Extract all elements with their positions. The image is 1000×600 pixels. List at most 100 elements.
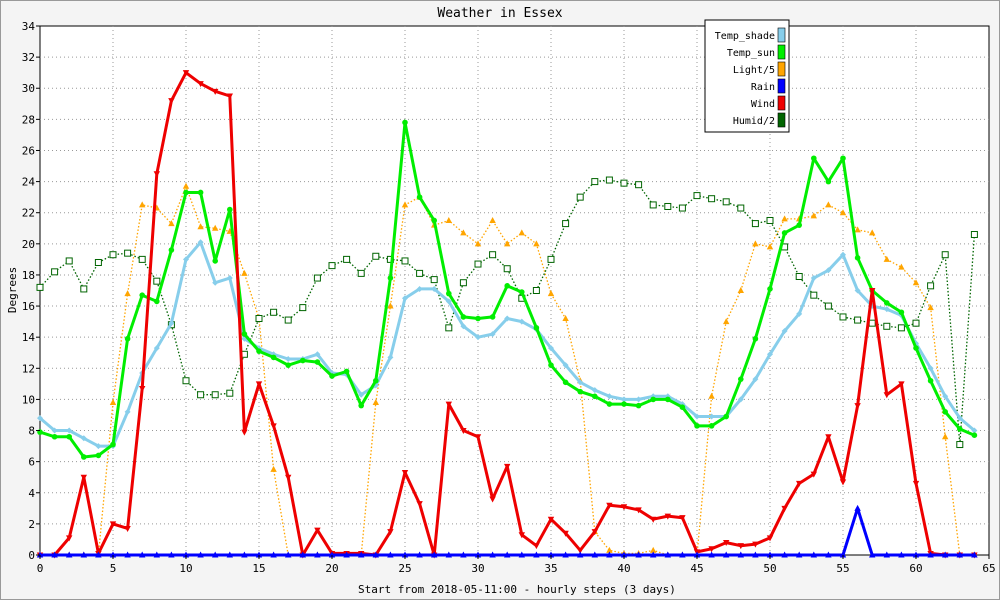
data-point-light-5 — [182, 182, 190, 189]
data-point-temp-shade — [80, 435, 87, 442]
data-point-rain — [927, 551, 934, 558]
legend-swatch-light-5 — [777, 61, 786, 77]
data-point-wind — [737, 543, 744, 550]
data-point-humid-2 — [897, 324, 905, 332]
data-point-rain — [942, 551, 949, 558]
chart-title: Weather in Essex — [437, 6, 562, 21]
data-point-light-5 — [825, 201, 832, 208]
data-point-light-5 — [810, 212, 817, 219]
x-axis-title: Start from 2018-05-11:00 - hourly steps … — [358, 583, 676, 596]
data-point-wind — [66, 535, 73, 542]
data-point-wind — [869, 288, 876, 294]
data-point-humid-2 — [372, 252, 380, 260]
y-tick-label: 2 — [28, 518, 35, 531]
data-point-light-5 — [270, 465, 277, 472]
data-point-rain — [80, 551, 87, 558]
data-point-rain — [270, 551, 277, 558]
data-point-rain — [606, 551, 613, 558]
data-point-wind — [679, 515, 686, 522]
data-point-temp-sun — [519, 289, 525, 295]
data-point-wind — [80, 474, 87, 481]
data-point-humid-2 — [459, 279, 467, 287]
y-tick-label: 8 — [28, 425, 35, 438]
data-point-rain — [445, 551, 452, 558]
data-point-temp-sun — [592, 393, 598, 400]
data-point-humid-2 — [124, 249, 132, 257]
data-point-light-5 — [401, 201, 409, 208]
data-point-temp-sun — [694, 423, 700, 429]
data-point-wind — [212, 88, 219, 95]
data-point-wind — [168, 98, 175, 105]
data-point-temp-shade — [183, 256, 189, 263]
data-point-temp-sun — [66, 433, 72, 440]
data-point-light-5 — [387, 302, 394, 309]
data-point-temp-shade — [854, 287, 861, 294]
data-point-temp-sun — [256, 348, 262, 354]
data-point-temp-sun — [402, 119, 408, 126]
data-point-light-5 — [212, 224, 219, 231]
data-point-light-5 — [139, 201, 146, 208]
y-tick-label: 18 — [22, 269, 35, 282]
data-point-temp-shade — [402, 295, 408, 302]
data-point-rain — [95, 551, 102, 558]
data-point-temp-sun — [95, 452, 102, 459]
data-point-temp-sun — [329, 373, 335, 379]
data-point-humid-2 — [109, 251, 117, 259]
data-point-humid-2 — [795, 272, 803, 280]
data-point-temp-sun — [825, 178, 832, 185]
data-point-temp-sun — [124, 335, 131, 342]
data-point-wind — [460, 428, 467, 435]
data-point-humid-2 — [489, 251, 497, 259]
data-point-temp-shade — [197, 239, 204, 246]
data-point-rain — [66, 551, 73, 558]
data-point-temp-shade — [445, 298, 452, 305]
data-point-wind — [518, 532, 525, 539]
data-point-light-5 — [460, 229, 467, 236]
data-point-light-5 — [927, 304, 934, 311]
data-point-wind — [883, 392, 890, 399]
y-tick-label: 30 — [22, 82, 35, 95]
legend-label-wind: Wind — [751, 99, 775, 110]
x-tick-label: 20 — [325, 562, 338, 575]
data-point-temp-sun — [796, 222, 802, 228]
data-point-humid-2 — [94, 258, 102, 266]
data-point-rain — [343, 551, 350, 558]
data-point-temp-sun — [811, 155, 817, 162]
y-tick-label: 12 — [22, 362, 35, 375]
y-axis-title: Degrees — [6, 267, 19, 313]
data-point-temp-sun — [738, 376, 744, 382]
data-point-temp-sun — [110, 441, 116, 448]
data-point-temp-shade — [577, 379, 584, 386]
series-line-humid-2 — [39, 179, 976, 446]
data-point-rain — [839, 551, 847, 558]
data-point-rain — [387, 551, 394, 558]
data-point-temp-sun — [154, 298, 160, 305]
data-point-humid-2 — [649, 201, 657, 209]
x-tick-label: 45 — [690, 562, 703, 575]
data-point-wind — [270, 423, 277, 430]
data-point-wind — [810, 471, 817, 478]
data-point-light-5 — [197, 223, 204, 230]
data-point-humid-2 — [722, 198, 730, 206]
data-point-light-5 — [869, 229, 876, 236]
data-point-temp-shade — [431, 285, 438, 292]
y-tick-label: 24 — [22, 176, 36, 189]
data-point-temp-shade — [942, 393, 949, 400]
data-point-wind — [504, 463, 511, 470]
data-point-rain — [255, 551, 263, 558]
data-point-humid-2 — [445, 324, 453, 332]
data-point-rain — [314, 551, 321, 558]
data-point-rain — [766, 551, 774, 558]
data-point-wind — [285, 474, 292, 481]
data-point-light-5 — [562, 315, 569, 322]
data-point-temp-sun — [81, 454, 87, 460]
data-point-temp-sun — [840, 155, 846, 162]
data-point-temp-sun — [475, 315, 481, 322]
y-tick-label: 32 — [22, 51, 35, 64]
data-point-temp-sun — [212, 258, 218, 264]
data-point-temp-shade — [66, 427, 73, 434]
data-point-wind — [401, 470, 409, 477]
data-point-temp-sun — [898, 309, 905, 316]
data-point-temp-sun — [504, 283, 511, 289]
data-point-rain — [504, 551, 511, 558]
